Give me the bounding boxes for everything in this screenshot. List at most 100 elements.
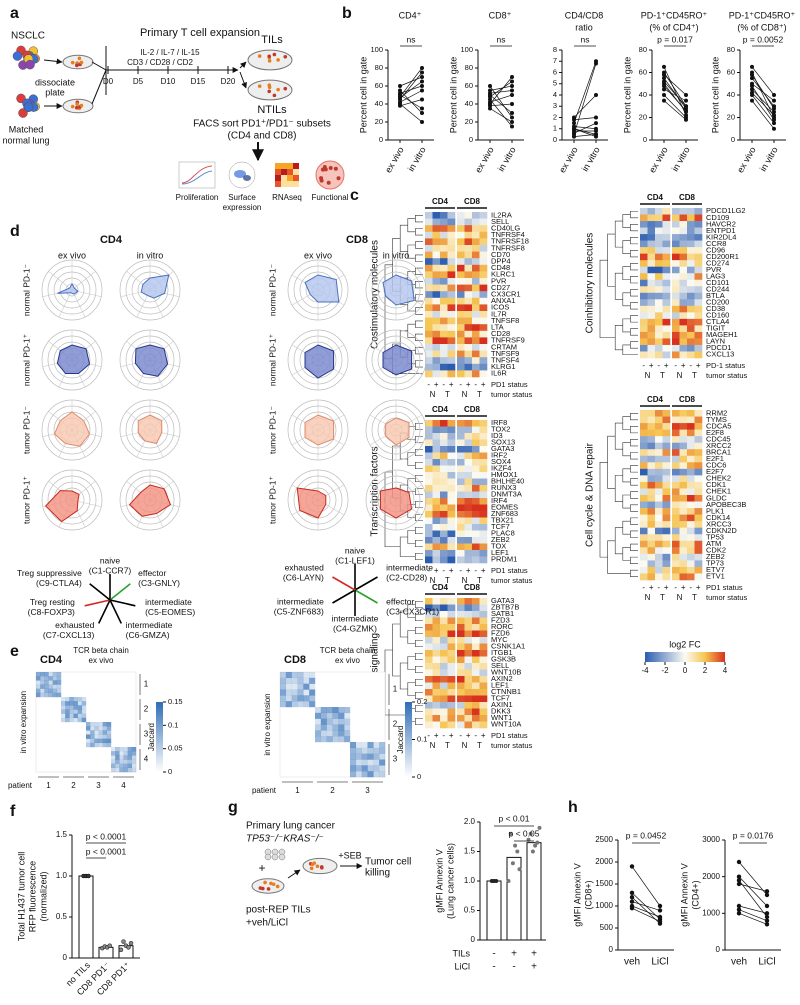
heatmap-cell [679,266,688,274]
status-sign: N [462,576,468,585]
heatmap-cell [464,663,473,670]
dish-cell [267,54,272,59]
heatmap-cell [440,238,448,246]
matrix-cell [280,689,287,696]
heatmap-cell [679,560,688,568]
legend-label: Treg resting [30,597,75,607]
colorbar-tick: 4 [723,666,728,675]
gene-label: CTNNB1 [491,687,521,696]
bar [78,875,94,959]
heatmap-cell [447,426,456,434]
text: FACS sort PD1⁺/PD1⁻ subsets [193,119,331,130]
x-tick-label: in vitro [758,145,780,173]
plot-title: CD4/CD8 [565,10,604,20]
panel-label: f [10,803,16,820]
heatmap-cell [432,284,441,292]
heatmap-cell [432,357,441,365]
heatmap-cell [457,556,465,564]
gene-label: APOBEC3B [706,500,746,509]
heatmap-cell [472,278,480,285]
legend-label: effector [138,568,166,578]
heatmap-cell [464,611,473,618]
point [118,947,124,953]
status-sign: + [664,361,669,370]
heatmap-cell [687,481,695,489]
heatmap-cell [640,521,648,528]
dish-cell [320,865,324,870]
heatmap-cell [425,251,433,259]
heatmap-cell [457,304,465,312]
heatmap-cell [479,271,488,279]
heatmap-cell [472,357,480,365]
heatmap-cell [679,547,688,555]
pair-line [738,913,768,925]
heatmap-cell [447,624,456,631]
heatmap-cell [655,455,663,463]
dendrogram [622,266,631,281]
text: normal lung [2,135,49,145]
heatmap-cell [457,317,465,325]
gene-label: LEF1 [491,681,509,690]
heatmap-cell [647,247,656,254]
heatmap-cell [694,429,703,437]
heatmap-cell [647,423,656,430]
heatmap-cell [662,560,671,568]
row-label: normal PD-1⁺ [267,334,277,386]
heatmap-cell [647,221,656,228]
dendrogram [415,717,423,726]
heatmap-cell [464,317,473,325]
dish-cell [276,58,280,62]
status-sign: + [449,731,454,740]
heatmap-cell [457,446,465,453]
dendrogram [630,237,638,245]
panel-label: g [228,799,238,816]
heatmap-cell [464,715,473,722]
dendrogram [630,276,638,284]
heatmap-cell [464,630,473,638]
heatmap-cell [694,221,703,228]
y-tick-label: 3000 [702,835,720,844]
point [764,922,770,927]
heatmap-cell [647,286,656,294]
heatmap-cell [479,611,488,618]
heatmap-cell [440,543,448,551]
gene-label: CD48 [491,263,510,272]
status-sign: T [477,390,482,399]
heatmap-cell [457,472,465,479]
axis-title: (Lung cancer cells) [445,843,455,919]
heatmap-cell [447,504,456,512]
matrix-cell [338,712,345,719]
row-label: tumor PD-1⁻ [267,406,277,454]
heatmap-cell [447,231,456,239]
pair-line [738,909,768,921]
dendrogram [630,210,638,219]
heatmap-cell [479,708,488,716]
point [764,903,770,909]
point [510,79,514,84]
heatmap-cell [662,305,671,313]
heatmap-cell [662,214,671,222]
heatmap-cell [432,530,441,538]
heatmap-cell [472,491,480,499]
dish-cell [267,85,272,90]
heatmap-cell [694,488,703,496]
column-header: CD8 [464,583,481,592]
dish-cell [75,102,79,106]
gene-label: CDK1 [706,480,726,489]
heatmap-cell [687,495,695,502]
heatmap-cell [464,370,473,378]
gene-label: CTLA4 [706,317,729,326]
matrix-cell [36,684,41,689]
gene-label: GATA3 [491,596,514,605]
heatmap-cell [479,258,488,266]
matrix-cell [123,763,128,769]
heatmap-cell [662,331,671,339]
heatmap-cell [479,459,488,466]
heatmap-cell [687,508,695,515]
pair-line [738,876,768,907]
heatmap-cell [440,225,448,233]
heatmap-cell [647,514,656,522]
pair-line [663,74,687,96]
heatmap-cell [447,630,456,638]
heatmap-cell [694,344,703,352]
